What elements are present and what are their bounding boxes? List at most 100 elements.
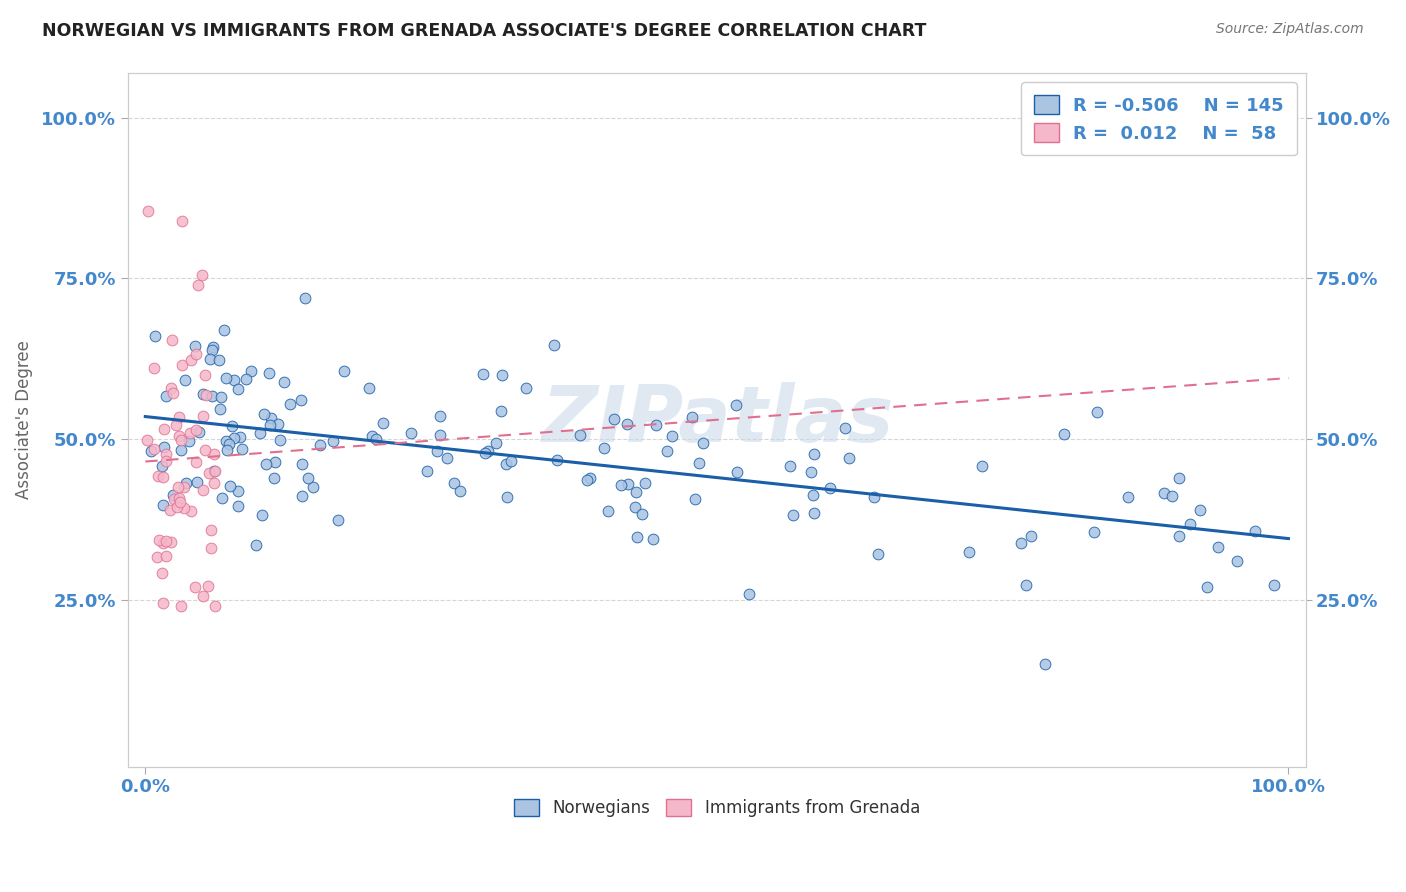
Point xyxy=(333,364,356,378)
Point xyxy=(308,438,330,452)
Y-axis label: Associate's Degree: Associate's Degree xyxy=(15,341,32,500)
Point xyxy=(725,398,748,412)
Point xyxy=(449,483,471,498)
Legend: Norwegians, Immigrants from Grenada: Norwegians, Immigrants from Grenada xyxy=(508,793,927,824)
Point xyxy=(209,390,232,404)
Point xyxy=(737,587,759,601)
Point xyxy=(725,465,748,479)
Point xyxy=(616,417,638,431)
Point xyxy=(575,473,598,487)
Point xyxy=(297,470,319,484)
Point xyxy=(170,358,193,372)
Point xyxy=(159,503,181,517)
Point xyxy=(190,268,212,283)
Point xyxy=(779,458,801,473)
Point xyxy=(546,452,568,467)
Point xyxy=(198,466,221,480)
Point xyxy=(631,508,654,522)
Point xyxy=(170,433,193,447)
Point xyxy=(235,371,257,385)
Point xyxy=(155,388,177,402)
Point xyxy=(273,375,295,389)
Point xyxy=(195,388,218,402)
Point xyxy=(866,547,889,561)
Point xyxy=(201,389,224,403)
Point xyxy=(1206,540,1229,554)
Point xyxy=(477,443,499,458)
Point xyxy=(800,465,823,479)
Point xyxy=(682,410,704,425)
Point xyxy=(294,291,316,305)
Point xyxy=(692,435,714,450)
Point xyxy=(1015,578,1038,592)
Point xyxy=(184,580,207,594)
Point xyxy=(141,443,163,458)
Point xyxy=(221,418,243,433)
Point xyxy=(226,483,249,498)
Point xyxy=(152,596,174,610)
Point xyxy=(231,442,253,456)
Point xyxy=(1153,486,1175,500)
Point xyxy=(218,437,240,451)
Point xyxy=(150,566,173,581)
Point xyxy=(145,549,167,564)
Point xyxy=(201,340,224,354)
Point xyxy=(617,477,640,491)
Point xyxy=(1161,490,1184,504)
Point xyxy=(204,464,226,478)
Point xyxy=(169,428,191,442)
Point xyxy=(501,453,523,467)
Point xyxy=(239,364,262,378)
Point xyxy=(364,433,387,447)
Point xyxy=(1053,427,1076,442)
Point xyxy=(1167,529,1189,543)
Point xyxy=(180,504,202,518)
Point xyxy=(683,491,706,506)
Point xyxy=(211,491,233,505)
Point xyxy=(302,481,325,495)
Point xyxy=(172,213,194,227)
Point xyxy=(263,470,285,484)
Point xyxy=(429,409,451,424)
Point xyxy=(180,353,202,368)
Point xyxy=(471,368,494,382)
Point xyxy=(187,277,209,292)
Point xyxy=(167,491,190,505)
Point xyxy=(249,426,271,441)
Point xyxy=(645,417,668,432)
Point xyxy=(838,451,860,466)
Point xyxy=(491,368,513,382)
Point xyxy=(1035,657,1057,671)
Point xyxy=(803,506,825,520)
Point xyxy=(169,410,191,425)
Point xyxy=(160,333,183,347)
Point xyxy=(191,409,214,424)
Point xyxy=(201,343,224,358)
Point xyxy=(264,455,287,469)
Point xyxy=(186,475,208,490)
Point xyxy=(173,501,195,516)
Point xyxy=(152,440,174,454)
Point xyxy=(259,417,281,432)
Point xyxy=(634,476,657,491)
Point xyxy=(155,534,177,549)
Point xyxy=(179,434,201,448)
Point xyxy=(143,361,166,376)
Point xyxy=(1225,554,1247,568)
Point xyxy=(208,353,231,368)
Point xyxy=(191,590,214,604)
Point xyxy=(803,447,825,461)
Point xyxy=(1085,404,1108,418)
Point xyxy=(495,458,517,472)
Point xyxy=(1244,524,1267,538)
Point xyxy=(197,579,219,593)
Point xyxy=(170,599,193,613)
Point xyxy=(245,538,267,552)
Point xyxy=(592,441,614,455)
Point xyxy=(579,471,602,485)
Point xyxy=(148,533,170,547)
Point xyxy=(1167,471,1189,485)
Point xyxy=(269,433,291,447)
Point xyxy=(191,483,214,498)
Point xyxy=(202,475,225,490)
